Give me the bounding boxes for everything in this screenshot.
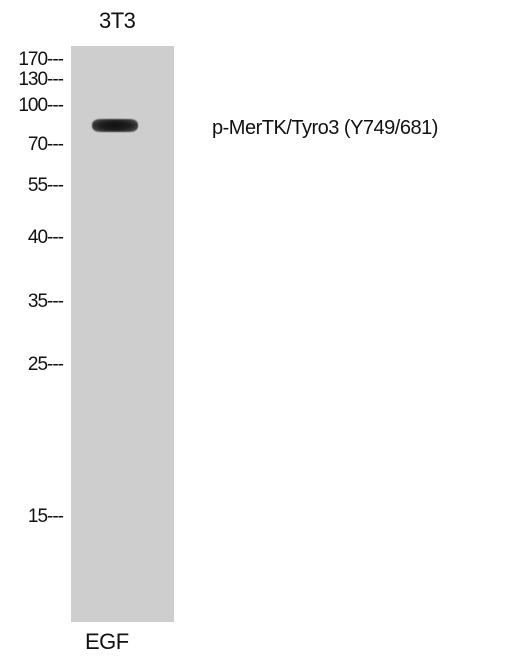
marker-15: 15--- <box>27 506 64 527</box>
marker-55: 55--- <box>27 175 64 196</box>
marker-100: 100--- <box>18 95 64 116</box>
marker-25: 25--- <box>27 354 64 375</box>
protein-band <box>92 119 138 132</box>
marker-130: 130--- <box>18 69 64 90</box>
marker-40: 40--- <box>27 227 64 248</box>
blot-lane <box>71 46 174 622</box>
marker-170: 170--- <box>18 49 64 70</box>
treatment-label: EGF <box>85 629 129 654</box>
marker-35: 35--- <box>27 291 64 312</box>
target-protein-label: p-MerTK/Tyro3 (Y749/681) <box>212 117 438 139</box>
sample-label: 3T3 <box>99 8 136 33</box>
marker-70: 70--- <box>27 134 64 155</box>
